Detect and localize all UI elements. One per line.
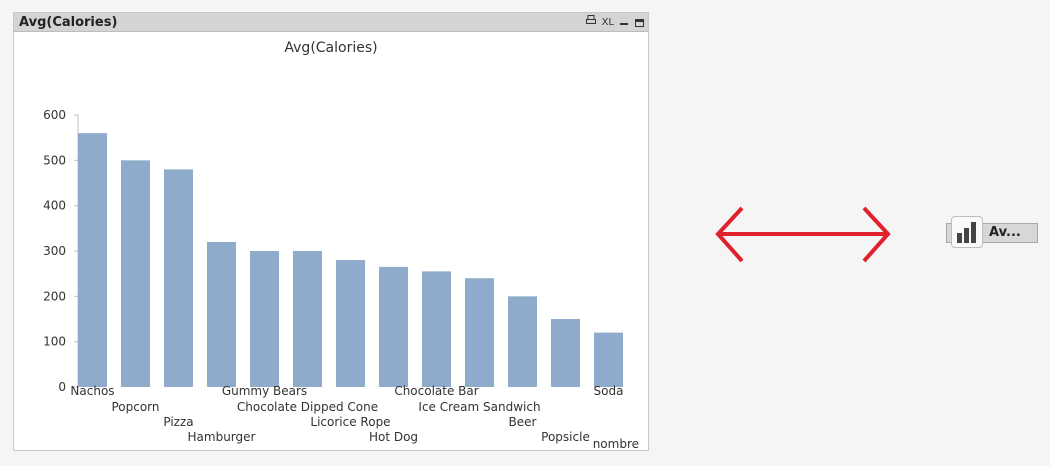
bar xyxy=(379,266,408,387)
bar-chart-icon[interactable] xyxy=(951,216,983,248)
x-tick-label: Pizza xyxy=(163,415,193,429)
bar xyxy=(121,160,150,387)
y-tick-label: 300 xyxy=(43,244,66,258)
window-caption-bar[interactable]: Avg(Calories) XL xyxy=(14,13,648,32)
bar xyxy=(465,278,494,387)
bar xyxy=(336,260,365,387)
minimize-icon[interactable] xyxy=(620,16,629,30)
bar xyxy=(78,133,107,387)
y-tick-label: 400 xyxy=(43,199,66,213)
double-headed-arrow-icon xyxy=(715,206,891,263)
x-tick-label: Ice Cream Sandwich xyxy=(418,400,540,414)
x-tick-label: Nachos xyxy=(70,384,114,398)
bar xyxy=(551,319,580,387)
y-tick-label: 500 xyxy=(43,153,66,167)
bar xyxy=(508,296,537,387)
bar xyxy=(207,241,236,387)
xl-icon[interactable]: XL xyxy=(601,16,614,28)
chart-window: Avg(Calories) XL Avg(Calories) 0 100 200 30… xyxy=(13,12,649,451)
bar xyxy=(594,332,623,387)
x-tick-label: Hamburger xyxy=(188,430,256,444)
x-tick-label: Popcorn xyxy=(111,400,159,414)
bar xyxy=(250,251,279,387)
print-icon[interactable] xyxy=(585,15,596,30)
x-tick-label: Licorice Rope xyxy=(310,415,390,429)
bar xyxy=(422,271,451,387)
chart-title: Avg(Calories) xyxy=(284,40,377,56)
y-tick-label: 100 xyxy=(43,335,66,349)
x-tick-label: Hot Dog xyxy=(369,430,418,444)
window-caption-title: Avg(Calories) xyxy=(19,15,118,30)
x-tick-label: Gummy Bears xyxy=(222,384,307,398)
y-axis: 0 100 200 300 400 500 600 xyxy=(43,108,79,394)
bar-chart: Avg(Calories) 0 100 200 300 400 500 600 Nachos… xyxy=(43,40,639,450)
y-tick-label: 0 xyxy=(58,380,66,394)
minimized-chart-label[interactable]: Av... xyxy=(989,225,1021,240)
bar xyxy=(164,169,193,387)
caption-icons: XL xyxy=(585,15,644,30)
maximize-icon[interactable] xyxy=(635,18,644,27)
y-tick-label: 200 xyxy=(43,289,66,303)
x-tick-label: Soda xyxy=(594,384,624,398)
bar-series xyxy=(78,133,623,387)
x-tick-label: Beer xyxy=(509,415,537,429)
x-axis-title: nombre xyxy=(593,437,639,450)
y-tick-label: 600 xyxy=(43,108,66,122)
bar xyxy=(293,251,322,387)
x-tick-label: Popsicle xyxy=(541,430,590,444)
x-tick-label: Chocolate Dipped Cone xyxy=(237,400,378,414)
x-tick-label: Chocolate Bar xyxy=(394,384,478,398)
